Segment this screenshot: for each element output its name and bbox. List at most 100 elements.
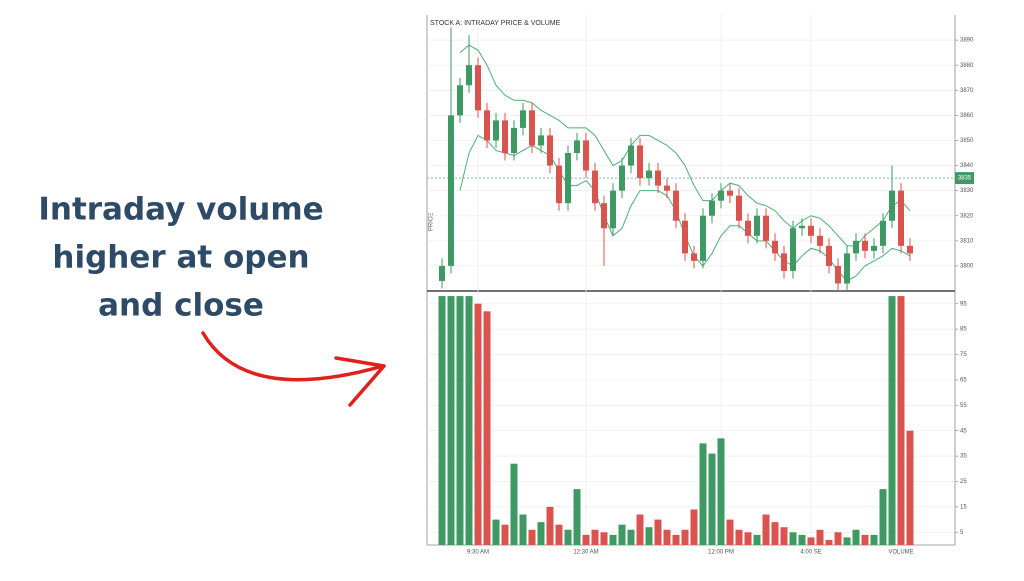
candle-body	[862, 240, 868, 251]
volume-bar	[582, 534, 590, 545]
last-price-tag	[955, 172, 974, 185]
candle-body	[808, 225, 814, 236]
volume-bar	[672, 534, 680, 545]
volume-bar	[537, 522, 545, 545]
volume-bar	[897, 296, 905, 545]
y-axis-label: PRICE	[429, 213, 435, 231]
chart: STOCK A: INTRADAY PRICE & VOLUME PRICE 3…	[426, 15, 974, 556]
x-tick-label: 9:30 AM	[467, 550, 489, 556]
volume-bar	[870, 534, 878, 545]
candle-body	[502, 120, 508, 153]
candle-body	[736, 195, 742, 221]
candle-body	[799, 225, 805, 229]
candle-body	[709, 200, 715, 216]
volume-bar	[825, 539, 833, 545]
candle-body	[475, 65, 481, 111]
arrow	[201, 331, 385, 382]
candle-body	[448, 115, 454, 266]
candle-body	[628, 145, 634, 166]
y2-tick-label: 95	[960, 301, 967, 307]
candle-body	[565, 153, 571, 204]
y-tick-label: 3810	[960, 238, 974, 244]
candle-body	[682, 220, 688, 254]
y2-tick-label: 45	[960, 428, 967, 434]
x-tick-label: 4:00 SE	[800, 550, 821, 556]
candle-body	[484, 110, 490, 141]
candle-body	[592, 170, 598, 204]
candle-body	[871, 245, 877, 251]
volume-bar	[798, 534, 806, 545]
y-tick-label: 3840	[960, 163, 974, 169]
candle-body	[610, 190, 616, 229]
candle-body	[457, 85, 463, 116]
volume-bar	[744, 532, 752, 545]
last-price-label: 3835	[958, 176, 972, 182]
candle-body	[718, 190, 724, 201]
volume-bar	[618, 524, 626, 545]
candle-body	[835, 265, 841, 284]
volume-bar	[492, 519, 500, 545]
candle-body	[691, 253, 697, 261]
volume-bar	[645, 527, 653, 545]
candle-body	[853, 240, 859, 254]
candle-body	[511, 127, 517, 153]
volume-bar	[816, 529, 824, 545]
volume-bar	[474, 303, 482, 545]
candle-body	[889, 190, 895, 221]
y-tick-label: 3820	[960, 213, 974, 219]
candle-body	[556, 165, 562, 204]
volume-bar	[717, 438, 725, 545]
candle-body	[772, 240, 778, 254]
candle-body	[781, 253, 787, 271]
volume-bar	[879, 489, 887, 545]
volume-bar	[510, 463, 518, 545]
candle-body	[907, 245, 913, 254]
candle-body	[655, 170, 661, 186]
candle-body	[493, 120, 499, 141]
volume-bar	[447, 296, 455, 545]
volume-bar	[564, 529, 572, 545]
x-tick-label: 12:30 AM	[573, 550, 598, 556]
candle-body	[646, 170, 652, 179]
y2-tick-label: 55	[960, 403, 967, 409]
candle-body	[529, 110, 535, 146]
candle-body	[817, 235, 823, 246]
volume-bar	[546, 506, 554, 545]
volume-bar	[681, 529, 689, 545]
candle-body	[673, 190, 679, 221]
candle-body	[844, 253, 850, 284]
candle-body	[727, 190, 733, 196]
y2-tick-label: 85	[960, 327, 967, 333]
candle-body	[547, 135, 553, 166]
candle-body	[763, 215, 769, 241]
volume-bar	[627, 529, 635, 545]
volume-bar	[600, 532, 608, 545]
annotation-line: higher at open	[52, 240, 309, 276]
volume-bar	[555, 524, 563, 545]
candle-body	[601, 203, 607, 229]
candle-body	[574, 140, 580, 153]
candle-body	[637, 145, 643, 179]
candle-body	[520, 110, 526, 128]
candle-body	[664, 185, 670, 191]
volume-bar	[807, 537, 815, 545]
volume-bar	[753, 534, 761, 545]
candle-body	[790, 228, 796, 271]
candle-body	[754, 215, 760, 236]
y2-tick-label: 75	[960, 352, 967, 358]
annotation-line: Intraday volume	[38, 192, 323, 228]
volume-bar	[636, 514, 644, 545]
volume-bar	[888, 296, 896, 545]
volume-bar	[654, 519, 662, 545]
y2-tick-label: 15	[960, 504, 967, 510]
volume-bar	[573, 489, 581, 545]
arrow-head	[334, 356, 386, 407]
y2-tick-label: 5	[960, 530, 964, 536]
candle-body	[583, 140, 589, 171]
candle-body	[898, 190, 904, 246]
volume-bar	[771, 522, 779, 545]
candle-body	[880, 220, 886, 246]
annotation-line: and close	[98, 288, 264, 324]
y-tick-label: 3800	[960, 263, 974, 269]
